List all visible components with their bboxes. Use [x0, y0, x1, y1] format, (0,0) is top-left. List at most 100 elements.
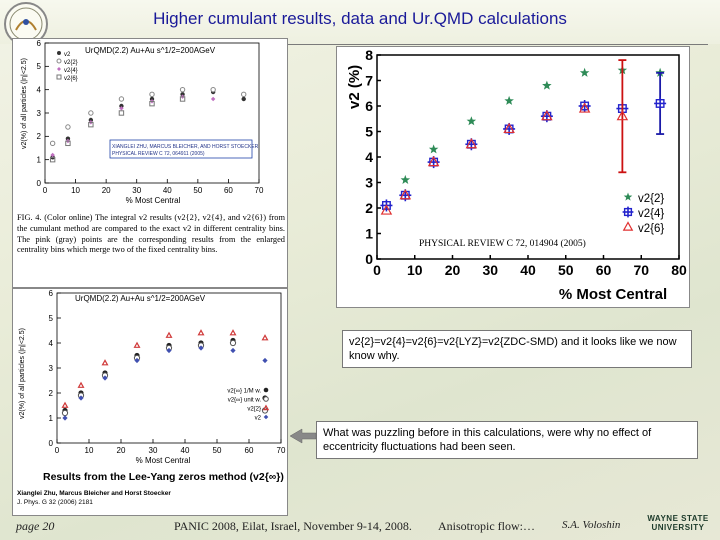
y-tick-label: 3	[49, 364, 54, 373]
callout-relation: v2{2}=v2{4}=v2{6}=v2{LYZ}=v2{ZDC-SMD) an…	[342, 330, 692, 368]
data-point-v2	[65, 136, 71, 141]
lyz-urqmd-chart: 0 10 20 30 40 50 60 70 0 1 2 3 4 5 6 UrQMD(2.2) Au+Au …	[17, 289, 286, 506]
x-tick-label: 30	[132, 186, 141, 195]
callout-puzzle: What was puzzling before in this calcula…	[316, 421, 698, 459]
y-tick-label: 2	[37, 132, 42, 141]
data-point-v2	[119, 103, 124, 109]
plot-frame	[376, 54, 680, 260]
data-point-v2{6}	[88, 121, 94, 128]
footer-author: S.A. Voloshin	[562, 519, 621, 531]
legend-label: v2{4}	[638, 208, 664, 220]
x-tick-label: 80	[671, 262, 687, 278]
x-tick-label: 0	[55, 446, 60, 455]
y-tick-label: 5	[49, 314, 54, 323]
data-point-v2	[166, 347, 172, 354]
legend-label: v2{2}	[247, 407, 261, 413]
data-point-v2{4}	[119, 106, 124, 111]
y-tick-label: 8	[365, 47, 373, 63]
data-point-v2	[198, 345, 204, 351]
data-point-v2	[241, 96, 246, 102]
panel-data-star: 0 10 20 30 40 50 60 70 80 0 1 2 3 4 5 6 7 8 v2 (%) % Most…	[336, 46, 690, 308]
y-tick-label: 7	[365, 72, 373, 88]
x-tick-label: 30	[149, 446, 158, 455]
data-point-v2	[149, 96, 155, 102]
data-point-v2	[62, 415, 68, 421]
y-tick-label: 6	[37, 39, 42, 48]
legend-label: v2	[255, 416, 262, 422]
data-point-v2{2}	[229, 329, 237, 336]
y-tick-label: 4	[365, 149, 373, 165]
data-point-v2{2}	[466, 116, 477, 126]
bl-header: UrQMD(2.2) Au+Au s^1/2=200AGeV	[75, 294, 206, 303]
x-tick-label: 20	[102, 186, 111, 195]
legend-label: v2	[64, 52, 71, 58]
legend-marker	[57, 67, 61, 71]
legend-label: v2{∞} unit w.	[228, 398, 262, 404]
data-point-v2	[180, 92, 185, 97]
data-point-v2{6}	[65, 140, 71, 147]
data-point-v2{6}	[616, 109, 629, 121]
y-tick-label: 0	[365, 251, 373, 267]
callout-arrow-icon	[289, 428, 317, 444]
x-tick-label: 10	[71, 186, 80, 195]
bl-caption-title: Results from the Lee-Yang zeros method (…	[43, 471, 284, 483]
legend-label: v2{6}	[64, 76, 78, 82]
bl-caption-authors: Xianglei Zhu, Marcus Bleicher and Horst …	[17, 490, 171, 497]
data-point-v2{6}	[465, 138, 478, 149]
data-point-v2{2}	[241, 91, 247, 98]
data-point-v2{2}	[179, 86, 186, 93]
tl-ref-box	[109, 139, 253, 159]
slide-title: Higher cumulant results, data and Ur.QMD…	[153, 9, 567, 28]
data-point-v2{2}	[65, 124, 71, 130]
dr-ref: PHYSICAL REVIEW C 72, 014904 (2005)	[419, 238, 586, 249]
legend-label: v2{6}	[638, 223, 664, 235]
y-tick-label: 5	[365, 123, 373, 139]
legend-marker	[263, 387, 269, 393]
data-point-v2{∞} unit w.	[229, 339, 237, 347]
x-tick-label: 10	[407, 262, 423, 278]
data-point-v2{6}	[49, 156, 56, 163]
data-point-v2{2}	[77, 381, 85, 388]
data-point-v2{2}	[61, 401, 69, 408]
legend-label: v2{2}	[638, 193, 664, 205]
legend-marker	[622, 206, 634, 218]
bl-xlabel: % Most Central	[136, 456, 191, 465]
x-tick-label: 0	[43, 186, 48, 195]
legend-label: v2{4}	[64, 68, 78, 74]
data-point-v2{2}	[210, 86, 216, 93]
x-tick-label: 50	[213, 446, 222, 455]
tl-xlabel: % Most Central	[126, 196, 181, 205]
data-point-v2{2}	[197, 329, 205, 336]
legend-marker	[56, 74, 62, 80]
tl-ref-authors: XIANGLEI ZHU, MARCUS BLEICHER, AND HORST…	[112, 144, 259, 150]
x-tick-label: 30	[482, 262, 498, 278]
y-tick-label: 3	[365, 174, 373, 190]
legend-marker	[623, 192, 633, 201]
data-point-v2{2}	[88, 110, 94, 116]
slide-header	[0, 0, 720, 44]
data-point-v2{2}	[542, 80, 552, 90]
data-point-v2{6}	[541, 109, 553, 121]
data-point-v2{6}	[380, 204, 393, 215]
y-tick-label: 1	[37, 155, 42, 164]
x-tick-label: 10	[85, 446, 94, 455]
y-tick-label: 1	[365, 225, 373, 241]
data-point-v2{2}	[400, 174, 411, 184]
tl-caption: FIG. 4. (Color online) The integral v2 r…	[17, 213, 285, 255]
data-point-v2{6}	[503, 122, 515, 134]
university-logo: WAYNE STATE UNIVERSITY	[646, 514, 710, 538]
plot-frame	[56, 292, 282, 444]
x-tick-label: 60	[224, 186, 233, 195]
y-tick-label: 6	[49, 289, 54, 298]
tl-ylabel: v2(%) of all particles (|η|<2.5)	[21, 58, 28, 149]
y-tick-label: 6	[365, 98, 373, 114]
x-tick-label: 70	[255, 186, 264, 195]
legend-marker	[56, 58, 62, 64]
legend-marker	[262, 404, 270, 411]
data-point-v2{6}	[179, 96, 186, 102]
data-point-v2	[262, 357, 268, 364]
legend-label: v2{2}	[64, 60, 78, 66]
y-tick-label: 2	[49, 389, 54, 398]
y-tick-label: 1	[49, 414, 54, 423]
y-tick-label: 0	[37, 179, 42, 188]
